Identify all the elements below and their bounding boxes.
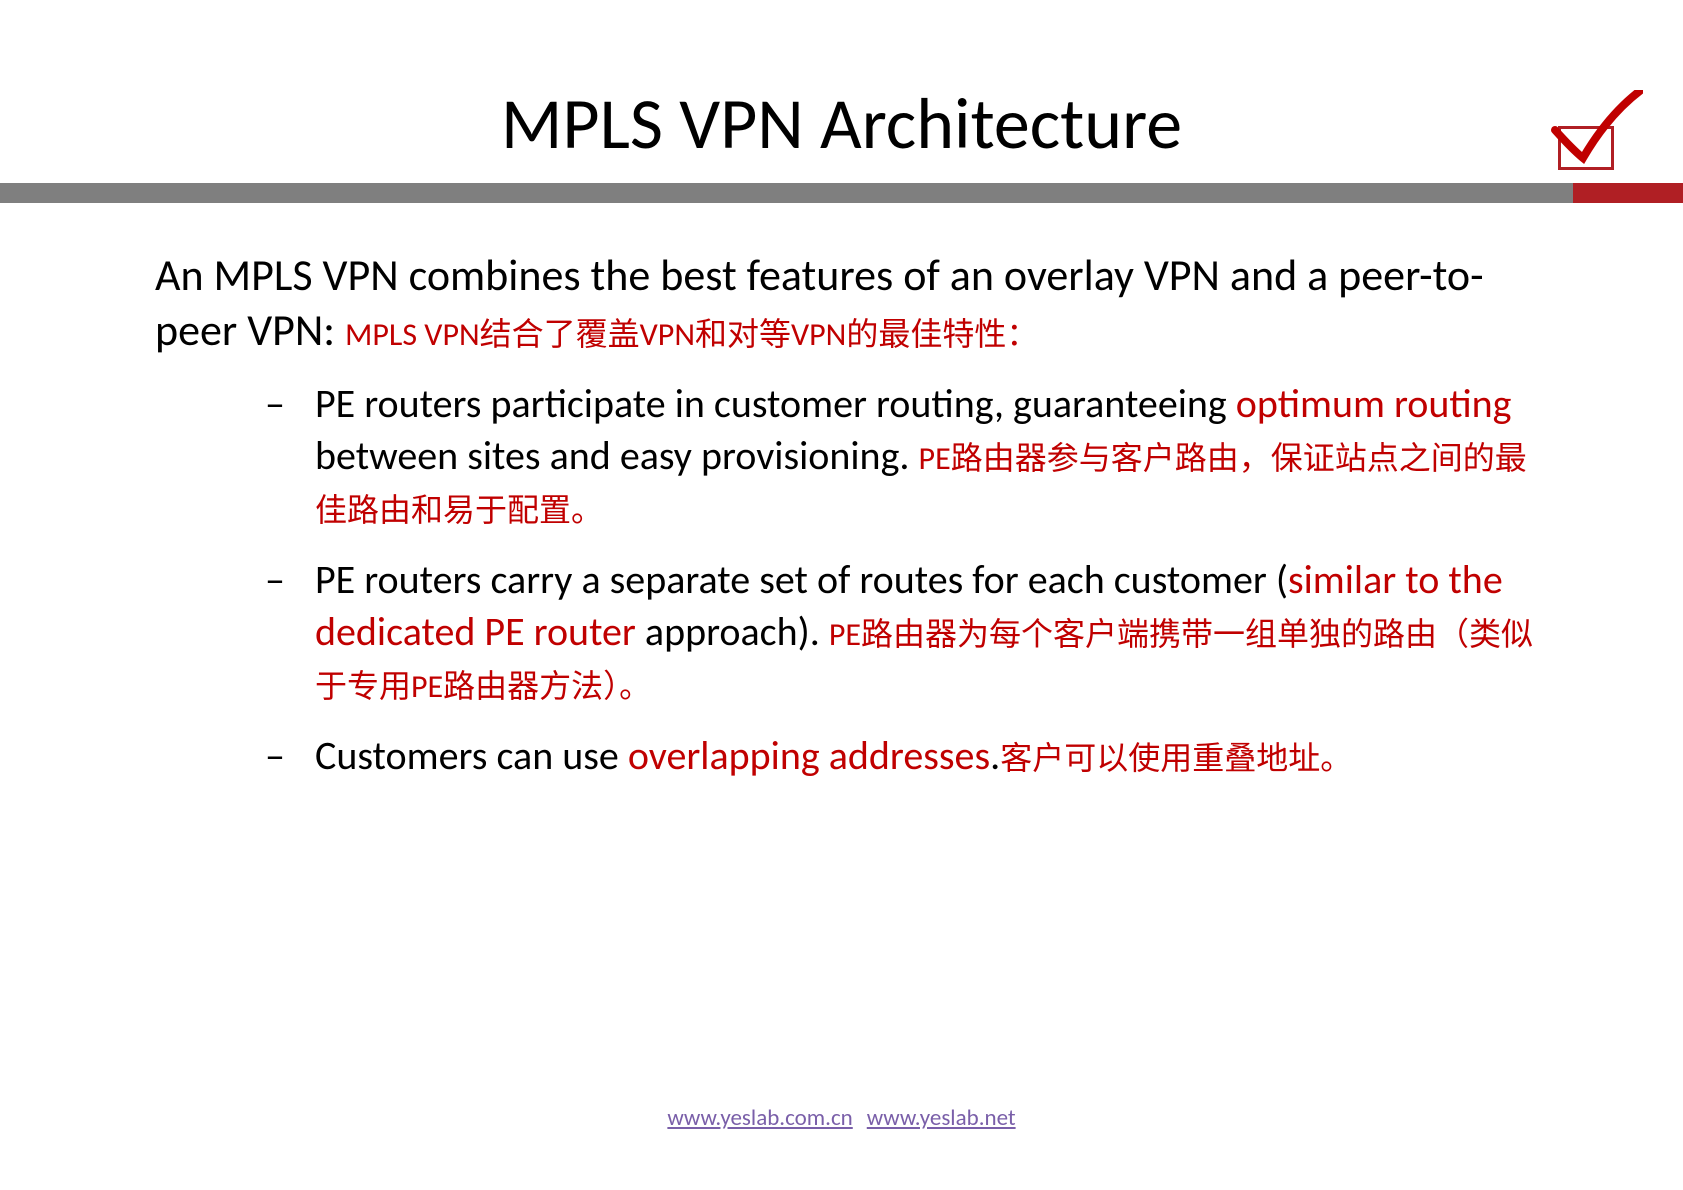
bullet-text: . [990,731,1000,780]
slide-title: MPLS VPN Architecture [110,80,1573,168]
bullet-item: PE routers participate in customer routi… [265,378,1548,534]
bullet-text: between sites and easy provisioning. [315,431,919,480]
intro-zh: MPLS VPN结合了覆盖VPN和对等VPN的最佳特性： [345,315,1038,354]
bullet-text: optimum routing [1236,379,1512,428]
logo-mark-icon [1508,100,1628,180]
bullet-text: PE routers participate in customer routi… [315,379,1236,428]
intro-paragraph: An MPLS VPN combines the best features o… [155,248,1548,358]
bullet-text: approach). [645,607,829,656]
bullet-text: overlapping addresses [628,731,990,780]
bullet-item: PE routers carry a separate set of route… [265,554,1548,710]
bullet-item: Customers can use overlapping addresses.… [265,730,1548,782]
bullet-text: 客户可以使用重叠地址。 [1000,739,1352,778]
bullet-list: PE routers participate in customer routi… [265,378,1548,782]
content-area: An MPLS VPN combines the best features o… [155,248,1548,782]
footer-link-1[interactable]: www.yeslab.com.cn [667,1104,852,1132]
divider-rule [0,183,1683,203]
footer-link-2[interactable]: www.yeslab.net [867,1104,1016,1132]
divider-accent [1573,183,1683,203]
title-row: MPLS VPN Architecture YES LAB [110,80,1573,168]
checkmark-icon [1523,90,1643,170]
slide: MPLS VPN Architecture YES LAB An MPLS VP… [0,0,1683,1190]
footer: www.yeslab.com.cn www.yeslab.net [0,1104,1683,1132]
bullet-text: Customers can use [315,731,628,780]
bullet-text: PE routers carry a separate set of route… [315,555,1288,604]
